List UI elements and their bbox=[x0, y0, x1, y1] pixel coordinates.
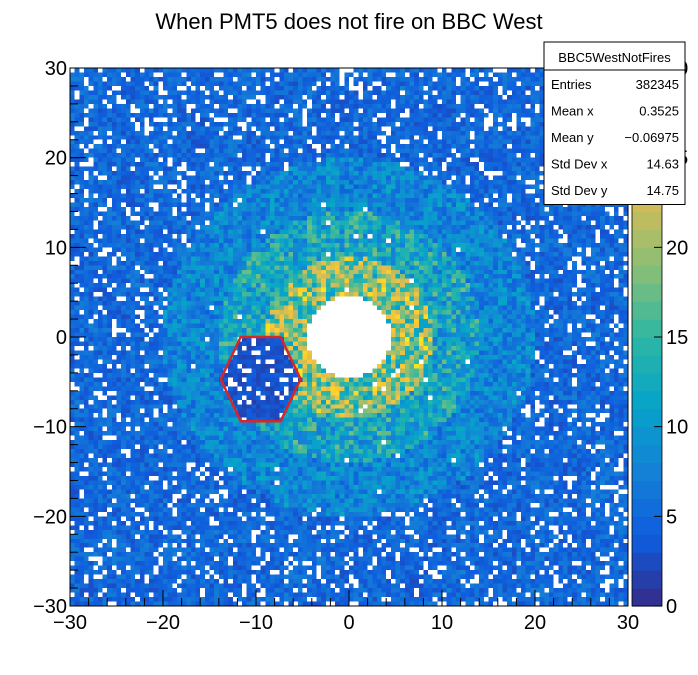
x-tick-label: −10 bbox=[239, 612, 273, 634]
colorbar-segment bbox=[632, 265, 662, 284]
y-tick-label: 30 bbox=[45, 58, 67, 80]
colorbar-tick-label: 0 bbox=[666, 596, 677, 618]
stats-row-value: 0.3525 bbox=[639, 104, 679, 119]
y-tick-label: 10 bbox=[45, 237, 67, 259]
colorbar-segment bbox=[632, 444, 662, 464]
colorbar-segment bbox=[632, 337, 662, 356]
stats-row-value: 14.63 bbox=[646, 157, 679, 172]
chart-title: When PMT5 does not fire on BBC West bbox=[155, 9, 542, 34]
x-tick-label: 10 bbox=[431, 612, 453, 634]
colorbar-segment bbox=[632, 283, 662, 302]
stats-row-label: Entries bbox=[551, 77, 592, 92]
colorbar-segment bbox=[632, 319, 662, 338]
x-tick-label: −30 bbox=[53, 612, 87, 634]
colorbar-tick-label: 20 bbox=[666, 237, 688, 259]
y-tick-label: −30 bbox=[33, 596, 67, 618]
y-axis: −30 −20 −10 0 10 20 30 bbox=[33, 58, 86, 618]
colorbar-segment bbox=[632, 570, 662, 589]
y-tick-label: 0 bbox=[56, 327, 67, 349]
colorbar-segment bbox=[632, 301, 662, 320]
x-tick-label: 30 bbox=[617, 612, 639, 634]
colorbar-segment bbox=[632, 390, 662, 410]
colorbar-tick-label: 5 bbox=[666, 506, 677, 528]
heatmap bbox=[70, 68, 628, 606]
stats-box-name: BBC5WestNotFires bbox=[558, 50, 671, 65]
pmt5-hexagon-outline bbox=[219, 335, 302, 423]
y-tick-label: 20 bbox=[45, 148, 67, 170]
x-tick-label: 20 bbox=[524, 612, 546, 634]
colorbar-segment bbox=[632, 498, 662, 517]
colorbar-segment bbox=[632, 408, 662, 428]
colorbar-segment bbox=[632, 534, 662, 553]
y-tick-label: −20 bbox=[33, 506, 67, 528]
colorbar-segment bbox=[632, 588, 662, 607]
heatmap-image bbox=[70, 68, 628, 606]
x-tick-label: −20 bbox=[146, 612, 180, 634]
colorbar-tick-label: 15 bbox=[666, 327, 688, 349]
colorbar-segment bbox=[632, 247, 662, 266]
stats-row-value: 382345 bbox=[636, 77, 679, 92]
colorbar-segment bbox=[632, 480, 662, 499]
stats-row-label: Mean y bbox=[551, 130, 594, 145]
hexagon-overlay bbox=[219, 335, 302, 423]
colorbar-tick-label: 10 bbox=[666, 417, 688, 439]
stats-row-label: Std Dev x bbox=[551, 157, 608, 172]
colorbar-segment bbox=[632, 354, 662, 374]
stats-row-label: Std Dev y bbox=[551, 183, 608, 198]
stats-row-value: 14.75 bbox=[646, 183, 679, 198]
stats-row-label: Mean x bbox=[551, 104, 594, 119]
x-tick-label: 0 bbox=[343, 612, 354, 634]
colorbar-segment bbox=[632, 462, 662, 482]
colorbar-segment bbox=[632, 552, 662, 571]
y-tick-label: −10 bbox=[33, 417, 67, 439]
colorbar-segment bbox=[632, 229, 662, 248]
stats-box: BBC5WestNotFires Entries 382345 Mean x 0.352… bbox=[543, 41, 686, 205]
stats-row-value: −0.06975 bbox=[624, 130, 679, 145]
stats-box-frame bbox=[543, 41, 686, 205]
colorbar-segment bbox=[632, 516, 662, 535]
colorbar-segment bbox=[632, 426, 662, 446]
colorbar-segment bbox=[632, 372, 662, 392]
x-axis: −30 −20 −10 0 10 20 30 bbox=[53, 590, 639, 634]
colorbar-segment bbox=[632, 211, 662, 230]
